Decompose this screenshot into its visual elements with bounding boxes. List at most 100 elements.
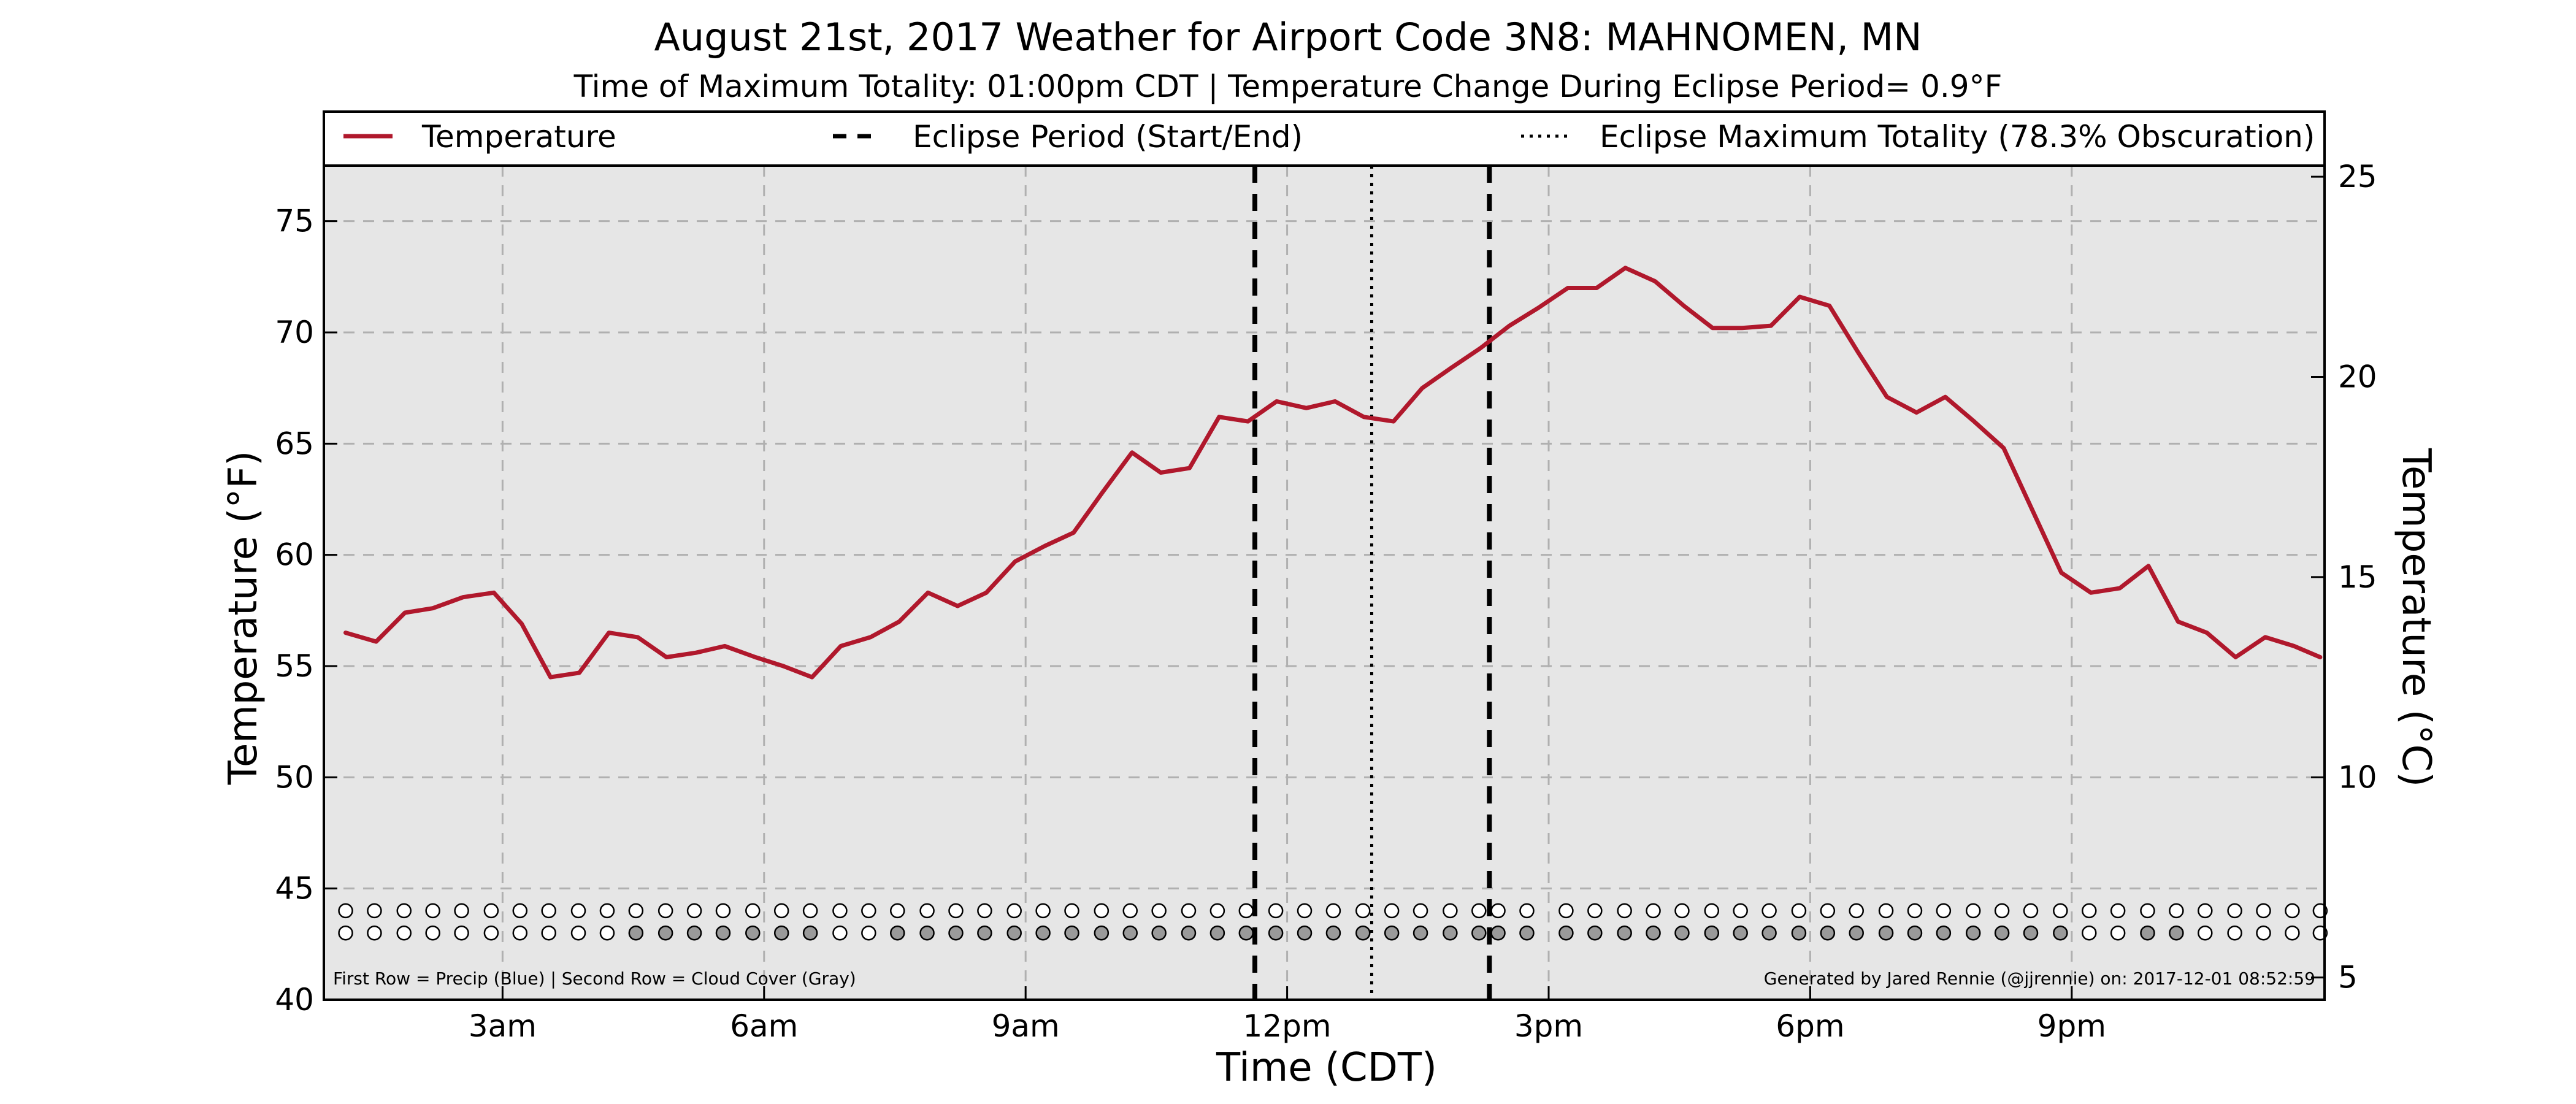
- precip-marker: [2227, 903, 2242, 919]
- precip-marker: [483, 903, 499, 919]
- cloud-cover-marker: [1820, 925, 1836, 941]
- cloud-cover-marker: [483, 925, 499, 941]
- x-tick-label: 9am: [992, 1008, 1060, 1044]
- y-tick-label: 50: [275, 759, 314, 795]
- precip-marker: [657, 903, 673, 919]
- plot-area: 40 45 50 55 60 65 70 75 5 10 15 20 25 3am 6am 9am 12pm 3p…: [275, 159, 2377, 1044]
- cloud-cover-marker: [657, 925, 673, 941]
- cloud-cover-marker: [1443, 925, 1458, 941]
- precip-marker: [1064, 903, 1079, 919]
- y-tick-label-right: 15: [2338, 559, 2377, 595]
- cloud-cover-marker: [1490, 925, 1506, 941]
- cloud-cover-marker: [1907, 925, 1923, 941]
- cloud-cover-marker: [1617, 925, 1632, 941]
- cloud-cover-marker: [1268, 925, 1284, 941]
- precip-marker: [541, 903, 556, 919]
- precip-marker: [512, 903, 528, 919]
- cloud-cover-marker: [2285, 925, 2300, 941]
- cloud-cover-marker: [1325, 925, 1341, 941]
- cloud-cover-marker: [2110, 925, 2126, 941]
- precip-marker: [745, 903, 761, 919]
- cloud-cover-marker: [425, 925, 440, 941]
- cloud-cover-marker: [1704, 925, 1720, 941]
- precip-marker: [889, 903, 905, 919]
- precip-marker: [628, 903, 644, 919]
- cloud-cover-marker: [1384, 925, 1400, 941]
- precip-marker: [1519, 903, 1535, 919]
- cloud-cover-marker: [2198, 925, 2213, 941]
- cloud-cover-marker: [1519, 925, 1535, 941]
- cloud-cover-marker: [1151, 925, 1167, 941]
- precip-marker: [1384, 903, 1400, 919]
- precip-marker: [2285, 903, 2300, 919]
- cloud-cover-marker: [1646, 925, 1661, 941]
- cloud-cover-marker: [745, 925, 761, 941]
- cloud-cover-marker: [1849, 925, 1864, 941]
- cloud-cover-marker: [1965, 925, 1981, 941]
- precip-marker: [1209, 903, 1225, 919]
- cloud-cover-marker: [599, 925, 615, 941]
- y-tick-label: 40: [275, 982, 314, 1018]
- precip-marker: [715, 903, 731, 919]
- precip-marker: [1674, 903, 1690, 919]
- cloud-cover-marker: [1209, 925, 1225, 941]
- x-axis-label: Time (CDT): [1216, 1045, 1437, 1091]
- precip-marker: [977, 903, 992, 919]
- cloud-cover-marker: [1587, 925, 1603, 941]
- chart-subtitle: Time of Maximum Totality: 01:00pm CDT | …: [573, 69, 2003, 104]
- cloud-cover-marker: [628, 925, 644, 941]
- precip-marker: [1878, 903, 1894, 919]
- precip-marker: [2081, 903, 2097, 919]
- precip-marker: [1558, 903, 1574, 919]
- y-tick-label-right: 5: [2338, 960, 2358, 995]
- precip-marker: [1443, 903, 1458, 919]
- precip-marker: [1936, 903, 1952, 919]
- cloud-cover-marker: [802, 925, 818, 941]
- cloud-cover-marker: [1994, 925, 2010, 941]
- precip-marker: [773, 903, 789, 919]
- precip-marker: [919, 903, 935, 919]
- cloud-cover-marker: [2053, 925, 2068, 941]
- precip-marker: [2169, 903, 2184, 919]
- y-tick-label-right: 20: [2338, 359, 2377, 395]
- precip-marker: [832, 903, 848, 919]
- cloud-cover-marker: [773, 925, 789, 941]
- cloud-cover-marker: [2256, 925, 2271, 941]
- precip-marker: [1820, 903, 1836, 919]
- y-tick-label: 60: [275, 537, 314, 573]
- cloud-cover-marker: [977, 925, 992, 941]
- cloud-cover-marker: [1064, 925, 1079, 941]
- precip-marker: [1122, 903, 1138, 919]
- temperature-line: [343, 266, 2323, 680]
- y-tick-label: 75: [275, 204, 314, 239]
- cloud-cover-marker: [541, 925, 556, 941]
- precip-marker: [1151, 903, 1167, 919]
- cloud-cover-marker: [1355, 925, 1371, 941]
- precip-marker: [425, 903, 440, 919]
- cloud-cover-marker: [1733, 925, 1748, 941]
- cloud-cover-marker: [832, 925, 848, 941]
- y-axis-label: Temperature (°F): [221, 451, 266, 786]
- cloud-cover-marker: [367, 925, 382, 941]
- precip-marker: [2023, 903, 2039, 919]
- cloud-cover-marker: [570, 925, 586, 941]
- legend-label-eclipse-period: Eclipse Period (Start/End): [913, 119, 1303, 155]
- precip-marker: [1490, 903, 1506, 919]
- x-tick-label: 12pm: [1243, 1008, 1332, 1044]
- footnote-left: First Row = Precip (Blue) | Second Row =…: [333, 968, 856, 989]
- precip-marker: [686, 903, 702, 919]
- precip-marker: [1035, 903, 1051, 919]
- x-tick-label: 9pm: [2037, 1008, 2106, 1044]
- cloud-cover-marker: [2140, 925, 2155, 941]
- y-axis-label-right: Temperature (°C): [2393, 448, 2439, 787]
- precip-marker: [1965, 903, 1981, 919]
- y-tick-label: 65: [275, 426, 314, 461]
- precip-marker: [1646, 903, 1661, 919]
- precip-marker: [1238, 903, 1254, 919]
- precip-marker: [1181, 903, 1197, 919]
- precip-marker: [861, 903, 876, 919]
- precip-marker: [1733, 903, 1748, 919]
- precip-marker: [1325, 903, 1341, 919]
- precip-marker: [1094, 903, 1110, 919]
